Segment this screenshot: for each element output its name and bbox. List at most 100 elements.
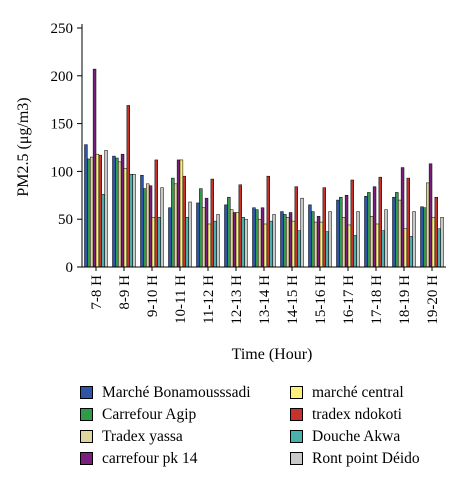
bar — [294, 186, 298, 268]
bar — [336, 199, 340, 268]
bar — [314, 221, 318, 268]
bar — [182, 175, 186, 268]
legend-label: Marché Bonamousssadi — [102, 383, 251, 401]
bar — [420, 206, 424, 268]
bar — [325, 231, 329, 268]
bar — [148, 185, 153, 268]
bar — [129, 174, 133, 268]
bar — [154, 159, 158, 268]
bar — [252, 207, 256, 268]
bar — [232, 212, 237, 268]
x-tick-label: 12-13 H — [229, 275, 245, 325]
legend-swatch — [80, 386, 93, 399]
bar — [266, 175, 270, 268]
bar — [238, 184, 242, 268]
bar — [140, 174, 144, 268]
bar — [196, 202, 200, 268]
bar — [95, 153, 100, 268]
bar — [188, 201, 192, 268]
bar — [370, 216, 374, 268]
legend-swatch — [290, 452, 303, 465]
bar — [319, 221, 324, 268]
legend-swatch — [80, 408, 93, 421]
legend-swatch — [80, 452, 93, 465]
legend-label: carrefour pk 14 — [102, 449, 198, 467]
x-axis-ticks: 7-8 H 8-9 H 9-10 H 10-11 H 11-12 H 12-13 H 13-… — [89, 267, 441, 325]
pm25-bar-chart: PM2.5 (μg/m3) 0 50 100 150 200 250 7-8 H 8-9 H… — [15, 21, 446, 363]
legend-label: marché central — [312, 383, 404, 401]
legend-item: Marché Bonamousssadi — [80, 384, 290, 401]
bar — [437, 228, 441, 268]
legend-swatch — [290, 386, 303, 399]
bar — [347, 224, 352, 268]
bar — [344, 195, 349, 268]
legend-label: Ront point Déido — [312, 449, 420, 467]
bar — [90, 156, 94, 268]
bar — [255, 209, 259, 268]
bar — [123, 168, 128, 268]
x-tick-label: 19-20 H — [425, 275, 441, 325]
bar — [339, 196, 343, 268]
bar — [168, 207, 172, 268]
legend-item: Tradex yassa — [80, 428, 290, 445]
bar — [171, 177, 175, 268]
x-tick-label: 13-14 H — [257, 275, 273, 325]
bar — [300, 197, 304, 268]
y-tick-label: 200 — [51, 69, 74, 85]
bar — [308, 204, 312, 268]
x-tick-label: 16-17 H — [341, 275, 357, 325]
legend-swatch — [290, 408, 303, 421]
legend-item: marché central — [290, 384, 470, 401]
bar — [398, 199, 402, 268]
legend-label: Tradex yassa — [102, 427, 183, 445]
x-tick-label: 11-12 H — [201, 275, 217, 324]
legend-swatch — [80, 430, 93, 443]
bar — [372, 186, 377, 268]
legend-swatch — [290, 430, 303, 443]
bar — [146, 183, 150, 268]
bar — [210, 178, 214, 268]
bar — [272, 214, 276, 268]
bar — [395, 192, 399, 268]
bar — [440, 217, 444, 268]
bar — [202, 207, 206, 268]
x-tick-label: 10-11 H — [173, 275, 189, 324]
bar — [311, 211, 315, 268]
bar — [367, 192, 371, 268]
bar — [291, 220, 296, 268]
x-tick-label: 9-10 H — [145, 275, 161, 317]
bar — [92, 68, 97, 268]
bar — [328, 211, 332, 268]
y-tick-label: 250 — [51, 21, 74, 37]
bar — [406, 177, 410, 268]
y-tick-label: 150 — [51, 117, 74, 133]
legend-item: Carrefour Agip — [80, 406, 290, 423]
legend-item: tradex ndokoti — [290, 406, 470, 423]
y-tick-label: 100 — [51, 164, 74, 180]
bar — [434, 196, 438, 268]
bar — [230, 209, 234, 268]
bar — [101, 194, 105, 268]
legend-label: Carrefour Agip — [102, 405, 197, 423]
bar — [199, 188, 203, 268]
bar — [316, 216, 321, 268]
x-tick-label: 15-16 H — [313, 275, 329, 325]
bar — [356, 211, 360, 268]
bar — [179, 159, 184, 268]
bar — [280, 211, 284, 268]
bar — [227, 196, 231, 268]
bar — [244, 218, 248, 268]
bar — [428, 163, 433, 268]
bar — [263, 223, 268, 268]
x-tick-label: 8-9 H — [117, 275, 133, 310]
y-axis-title: PM2.5 (μg/m3) — [15, 97, 32, 196]
bar — [176, 159, 181, 268]
bar — [84, 144, 88, 268]
bar — [112, 155, 116, 268]
bar — [409, 236, 413, 268]
bar — [288, 212, 293, 268]
bar — [378, 176, 382, 268]
legend-item: Douche Akwa — [290, 428, 470, 445]
legend-label: Douche Akwa — [312, 427, 401, 445]
bar — [185, 217, 189, 268]
